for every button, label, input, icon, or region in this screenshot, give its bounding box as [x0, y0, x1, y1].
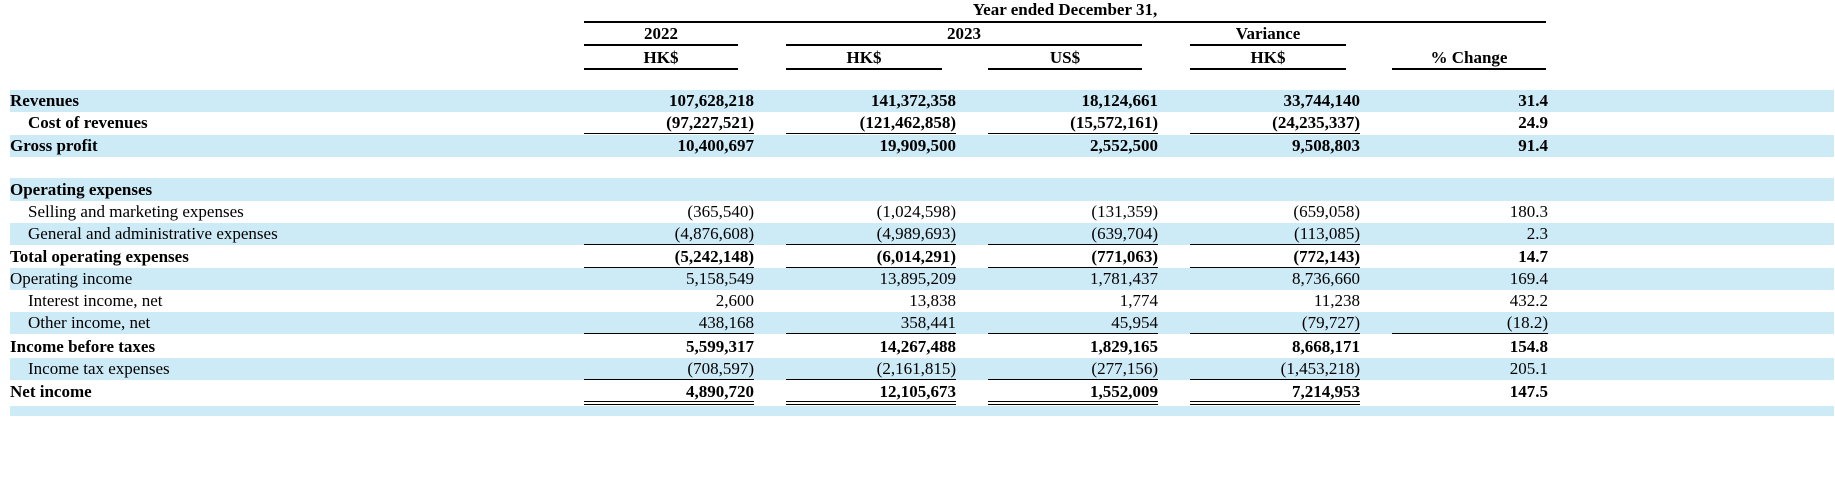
- col-header-variance: Variance: [1190, 24, 1346, 46]
- cell: (121,462,858): [786, 112, 956, 134]
- cell: 432.2: [1509, 291, 1548, 310]
- cell: 141,372,358: [871, 91, 956, 110]
- row-label-other-income: Other income, net: [28, 313, 151, 332]
- row-label-cost-of-revenues: Cost of revenues: [28, 113, 148, 132]
- cell: 358,441: [786, 312, 956, 334]
- cell: 154.8: [1509, 337, 1548, 356]
- currency-variance: HK$: [1190, 48, 1346, 70]
- cell: 13,895,209: [879, 269, 957, 288]
- cell: (97,227,521): [584, 112, 754, 134]
- cell: 14,267,488: [879, 337, 957, 356]
- cell: (659,058): [1293, 202, 1360, 221]
- cell: 91.4: [1518, 136, 1548, 155]
- table-row: Income tax expenses (708,597) (2,161,815…: [10, 358, 1834, 380]
- table-row: Cost of revenues (97,227,521) (121,462,8…: [10, 112, 1834, 134]
- cell: 147.5: [1509, 382, 1548, 401]
- table-row: Interest income, net 2,600 13,838 1,774 …: [10, 290, 1834, 312]
- table-row: Total operating expenses (5,242,148) (6,…: [10, 246, 1834, 268]
- section-heading-row: Operating expenses: [10, 179, 1834, 201]
- cell: (639,704): [988, 223, 1158, 245]
- currency-2022: HK$: [584, 48, 738, 70]
- cell: 10,400,697: [677, 136, 755, 155]
- row-label-gross-profit: Gross profit: [10, 136, 98, 155]
- table-row: Revenues 107,628,218 141,372,358 18,124,…: [10, 90, 1834, 112]
- row-label-interest-income: Interest income, net: [28, 291, 163, 310]
- currency-2023-hkd: HK$: [786, 48, 942, 70]
- cell: 45,954: [988, 312, 1158, 334]
- cell: 4,890,720: [584, 381, 754, 405]
- cell: 11,238: [1313, 291, 1360, 310]
- cell: 18,124,661: [1081, 91, 1159, 110]
- cell: 1,781,437: [1090, 269, 1158, 288]
- cell: 9,508,803: [1292, 136, 1360, 155]
- cell: 438,168: [584, 312, 754, 334]
- row-label-revenues: Revenues: [10, 91, 79, 110]
- row-label-general-admin: General and administrative expenses: [28, 224, 278, 243]
- cell: 107,628,218: [669, 91, 754, 110]
- row-label-net-income: Net income: [10, 382, 92, 401]
- col-header-2022: 2022: [584, 24, 738, 46]
- row-label-total-operating-expenses: Total operating expenses: [10, 247, 189, 266]
- cell: (131,359): [1091, 202, 1158, 221]
- cell: (24,235,337): [1190, 112, 1360, 134]
- cell: 13,838: [909, 291, 956, 310]
- cell: 169.4: [1509, 269, 1548, 288]
- cell: 1,829,165: [1090, 337, 1158, 356]
- cell: (5,242,148): [584, 246, 754, 268]
- cell: 180.3: [1509, 202, 1548, 221]
- cell: (277,156): [988, 358, 1158, 380]
- cell: (708,597): [584, 358, 754, 380]
- table-row: Other income, net 438,168 358,441 45,954…: [10, 312, 1834, 334]
- table-row: Income before taxes 5,599,317 14,267,488…: [10, 336, 1834, 358]
- cell: 14.7: [1518, 247, 1548, 266]
- table-row: Selling and marketing expenses (365,540)…: [10, 201, 1834, 223]
- cell: (113,085): [1190, 223, 1360, 245]
- cell: (2,161,815): [786, 358, 956, 380]
- cell: 5,158,549: [686, 269, 754, 288]
- cell: 33,744,140: [1283, 91, 1361, 110]
- cell: 2,600: [715, 291, 754, 310]
- cell: (4,876,608): [584, 223, 754, 245]
- cell: 2,552,500: [1090, 136, 1158, 155]
- row-label-selling-marketing: Selling and marketing expenses: [28, 202, 244, 221]
- table-row: Net income 4,890,720 12,105,673 1,552,00…: [10, 381, 1834, 405]
- cell: (79,727): [1190, 312, 1360, 334]
- table-row: Gross profit 10,400,697 19,909,500 2,552…: [10, 135, 1834, 157]
- cell: (4,989,693): [786, 223, 956, 245]
- pct-change-header: % Change: [1392, 48, 1546, 70]
- table-row: General and administrative expenses (4,8…: [10, 223, 1834, 245]
- cell: (772,143): [1190, 246, 1360, 268]
- cell: (1,024,598): [876, 202, 956, 221]
- cell: 19,909,500: [879, 136, 957, 155]
- cell: 8,668,171: [1292, 337, 1360, 356]
- cell: (18.2): [1392, 312, 1548, 334]
- cell: (6,014,291): [786, 246, 956, 268]
- cell: (771,063): [988, 246, 1158, 268]
- cell: (15,572,161): [988, 112, 1158, 134]
- currency-2023-usd: US$: [988, 48, 1142, 70]
- cell: 8,736,660: [1292, 269, 1360, 288]
- cell: 1,552,009: [988, 381, 1158, 405]
- year-ended-header: Year ended December 31,: [584, 0, 1546, 23]
- cell: 5,599,317: [686, 337, 754, 356]
- row-label-operating-expenses: Operating expenses: [10, 180, 153, 199]
- row-label-income-before-taxes: Income before taxes: [10, 337, 156, 356]
- col-header-2023: 2023: [786, 24, 1142, 46]
- table-row: Operating income 5,158,549 13,895,209 1,…: [10, 268, 1834, 290]
- cell: 1,774: [1119, 291, 1158, 310]
- cell: (1,453,218): [1190, 358, 1360, 380]
- cell: 7,214,953: [1190, 381, 1360, 405]
- trailing-band: [10, 406, 1834, 416]
- cell: 2.3: [1526, 224, 1548, 243]
- cell: 12,105,673: [786, 381, 956, 405]
- cell: 31.4: [1518, 91, 1548, 110]
- cell: 24.9: [1518, 113, 1548, 132]
- cell: (365,540): [687, 202, 754, 221]
- row-label-income-tax-expenses: Income tax expenses: [28, 359, 170, 378]
- row-label-operating-income: Operating income: [10, 269, 133, 288]
- cell: 205.1: [1509, 359, 1548, 378]
